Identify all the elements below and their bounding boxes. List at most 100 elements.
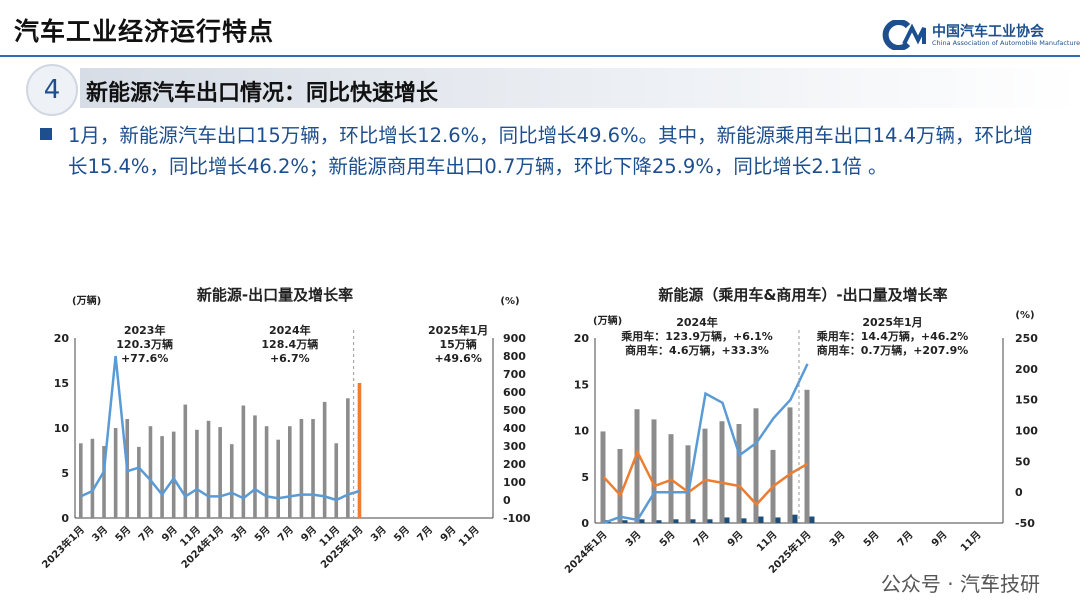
y-tick-right: 50 [1015, 455, 1031, 468]
summary-paragraph: 1月，新能源汽车出口15万辆，环比增长12.6%，同比增长49.6%。其中，新能… [40, 120, 1050, 182]
annotation-line2: 120.3万辆 [116, 337, 173, 351]
summary-text: 1月，新能源汽车出口15万辆，环比增长12.6%，同比增长49.6%。其中，新能… [68, 124, 1034, 178]
y-tick-right: 200 [1015, 363, 1038, 376]
footer-watermark: 公众号 · 汽车技研 [880, 572, 1040, 596]
annotation-line1: 2025年1月 [862, 315, 922, 329]
x-tick-label: 9月 [159, 524, 179, 544]
bar-commercial [673, 519, 679, 523]
y-tick-right: 250 [1015, 332, 1038, 345]
y-tick-left: 10 [54, 422, 70, 435]
x-tick-label: 5月 [657, 529, 677, 549]
bar [288, 426, 292, 518]
x-tick-label: 5月 [861, 529, 881, 549]
y-tick-right: 100 [1015, 425, 1038, 438]
bar-passenger [702, 428, 708, 523]
bar-commercial [656, 520, 662, 523]
bar-commercial [758, 516, 764, 523]
bar [346, 398, 350, 518]
caam-logo-icon [882, 19, 926, 51]
bar [299, 419, 304, 518]
bar [229, 444, 234, 518]
annotation-line3: 商用车：4.6万辆，+33.3% [625, 343, 769, 357]
bullet-icon [40, 128, 52, 140]
bar [276, 439, 280, 518]
x-tick-label: 3月 [827, 529, 847, 549]
y-tick-left: 20 [574, 332, 590, 345]
bar-commercial [792, 514, 798, 523]
y-tick-left: 0 [581, 517, 589, 530]
y-tick-right: 900 [503, 332, 526, 345]
x-tick-label: 9月 [929, 529, 949, 549]
y-axis-unit-left: (万辆) [593, 314, 622, 327]
annotation-line1: 2024年 [676, 315, 718, 329]
y-axis-unit-right: (%) [500, 296, 519, 307]
bar-passenger [719, 421, 725, 523]
header-divider [0, 55, 1080, 57]
bar [137, 446, 141, 518]
bar [90, 438, 95, 518]
x-tick-label: 9月 [725, 529, 745, 549]
bar-commercial [690, 519, 696, 523]
bar [148, 426, 153, 518]
y-tick-right: 0 [503, 494, 511, 507]
y-tick-right: 100 [503, 476, 526, 489]
x-tick-label: 2024年1月 [562, 528, 610, 576]
y-tick-right: -50 [1015, 517, 1035, 530]
y-tick-right: 150 [1015, 394, 1038, 407]
bar [183, 404, 188, 518]
bar [253, 415, 257, 518]
logo-en: China Association of Automobile Manufact… [932, 39, 1080, 47]
bar [102, 446, 106, 518]
bar-commercial [809, 516, 815, 523]
y-tick-right: 200 [503, 458, 526, 471]
logo-cn: 中国汽车工业协会 [932, 24, 1044, 40]
bar-commercial [622, 520, 628, 523]
annotation-line2: 128.4万辆 [261, 337, 318, 351]
bar [241, 405, 246, 518]
annotation-line1: 2023年 [124, 323, 166, 337]
x-tick-label: 5月 [113, 524, 133, 544]
x-tick-label: 7月 [895, 529, 915, 549]
annotation-line3: +77.6% [121, 352, 168, 365]
bar [79, 443, 83, 518]
bar [160, 436, 164, 518]
chart-title: 新能源-出口量及增长率 [197, 286, 353, 304]
annotation-line2: 乘用车：123.9万辆，+6.1% [620, 329, 773, 343]
x-tick-label: 5月 [392, 524, 412, 544]
section-title: 新能源汽车出口情况：同比快速增长 [86, 81, 439, 106]
annotation-line3: 商用车：0.7万辆，+207.9% [817, 343, 969, 357]
section-band [80, 68, 1080, 108]
bar-commercial [775, 517, 781, 523]
growth-line [80, 355, 360, 502]
section-number: 4 [26, 64, 78, 116]
y-tick-right: 400 [503, 422, 526, 435]
x-tick-label: 11月 [958, 529, 983, 554]
bar-passenger [804, 389, 810, 523]
chart-total-export: 新能源-出口量及增长率 (万辆) (%) 0 5 10 15 20 -100 0 100 200 300… [39, 286, 531, 571]
bar-commercial [639, 519, 645, 523]
x-tick-label: 7月 [415, 524, 435, 544]
annotation-line3: +49.6% [434, 352, 481, 365]
bar-passenger [634, 409, 640, 523]
y-tick-right: 600 [503, 386, 526, 399]
y-tick-left: 5 [61, 467, 69, 480]
annotation-line3: +6.7% [270, 352, 310, 365]
x-tick-label: 2023年1月 [39, 523, 87, 571]
bar-highlight [357, 383, 362, 518]
x-tick-label: 7月 [691, 529, 711, 549]
chart-passenger-commercial-export: 新能源（乘用车&商用车）-出口量及增长率 (万辆) (%) 0 5 10 15 20 -50 0 5… [562, 286, 1039, 576]
page-number: 25 [982, 573, 996, 586]
caam-logo: 中国汽车工业协会 China Association of Automobile… [878, 19, 1080, 51]
growth-line-passenger [602, 449, 809, 507]
annotation-line1: 2024年 [269, 323, 311, 337]
x-tick-label: 3月 [229, 524, 249, 544]
x-tick-label: 3月 [623, 529, 643, 549]
y-axis-unit-left: (万辆) [72, 294, 101, 307]
y-tick-right: 300 [503, 440, 526, 453]
x-tick-label: 11月 [456, 524, 481, 549]
y-tick-right: 700 [503, 368, 526, 381]
y-tick-left: 5 [581, 471, 589, 484]
bar-passenger [736, 424, 742, 523]
y-tick-right: -100 [503, 512, 531, 525]
y-tick-left: 10 [574, 425, 590, 438]
